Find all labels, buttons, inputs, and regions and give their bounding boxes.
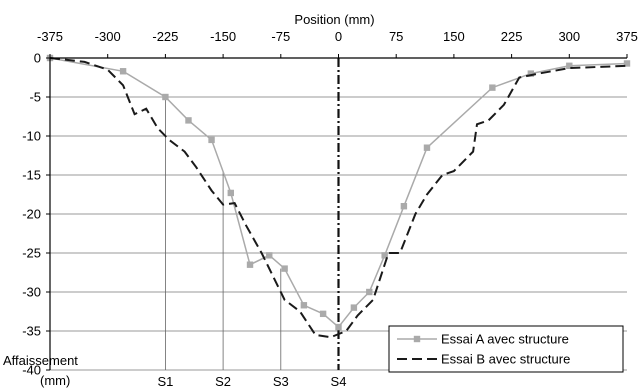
x-tick-label: 225 [501, 29, 523, 44]
y-tick-label: -5 [29, 90, 41, 105]
y-tick-label: -35 [22, 324, 41, 339]
series-point [350, 304, 358, 311]
series-point [208, 136, 215, 144]
series-point [489, 84, 496, 91]
series-point [266, 252, 273, 259]
legend-label: Essai B avec structure [441, 352, 570, 367]
x-tick-label: -225 [152, 29, 178, 44]
series-point [227, 189, 234, 197]
legend-box [388, 325, 624, 373]
series-point [319, 310, 327, 318]
series-point [119, 68, 127, 75]
x-tick-label: -300 [95, 29, 121, 44]
x-tick-label: 0 [335, 29, 342, 44]
y-tick-label: -25 [22, 246, 41, 261]
series-point [366, 288, 373, 296]
x-tick-label: -375 [37, 29, 63, 44]
series-point [527, 70, 535, 77]
series-point [623, 60, 631, 67]
x-tick-label: 75 [389, 29, 403, 44]
data-series [46, 54, 631, 339]
x-tick-label: 375 [616, 29, 638, 44]
x-axis-title: Position (mm) [294, 12, 374, 27]
series-point [566, 62, 573, 69]
series-point [281, 265, 288, 272]
x-tick-label: -150 [210, 29, 236, 44]
marker-label: S3 [273, 374, 289, 389]
x-tick-label: 150 [443, 29, 465, 44]
section-markers: S1 S2 S3 S4 [157, 58, 346, 389]
axes: 0 -5 -10 -15 -20 -25 -30 -35 -40 -375 -300 -225 -150… [22, 29, 638, 378]
y-tick-label: -10 [22, 129, 41, 144]
legend: Essai A avec structure Essai B avec struc… [388, 325, 624, 373]
marker-label: S2 [215, 374, 231, 389]
series-point [400, 203, 408, 210]
x-tick-label: 300 [558, 29, 580, 44]
series-point [335, 323, 342, 331]
marker-label: S4 [331, 374, 347, 389]
y-axis-title-line1: Affaissement [3, 353, 78, 368]
series-point [162, 93, 169, 101]
series-point [423, 144, 431, 151]
y-tick-label: -30 [22, 285, 41, 300]
series-line-1 [49, 57, 628, 339]
series-point [381, 252, 388, 259]
y-axis-title-line2: (mm) [40, 373, 70, 388]
series-point [300, 302, 308, 309]
x-tick-label: -75 [271, 29, 290, 44]
y-tick-label: -15 [22, 168, 41, 183]
y-tick-label: 0 [34, 51, 41, 66]
marker-label: S1 [157, 374, 173, 389]
y-tick-label: -40 [22, 363, 41, 378]
series-point [246, 261, 254, 268]
series-point [185, 117, 192, 124]
legend-swatch-marker [413, 335, 421, 343]
legend-label: Essai A avec structure [441, 332, 569, 347]
y-tick-label: -20 [22, 207, 41, 222]
